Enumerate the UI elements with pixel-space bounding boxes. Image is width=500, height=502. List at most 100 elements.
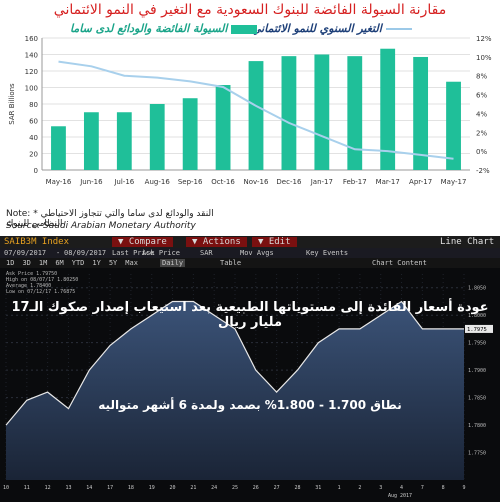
timeframe-1d[interactable]: 1D (6, 259, 15, 267)
date-from[interactable]: 07/09/2017 (4, 249, 47, 257)
y-tick-label: 100 (25, 85, 38, 93)
liquidity-chart-svg: 0 20 40 60 80 100 120 140 160 -2% 0% 2% 4% 6% 8% 10% 12%… (8, 35, 492, 186)
y2-tick-label: 8% (476, 73, 487, 81)
bar (314, 54, 330, 170)
chart-headline: عودة أسعار الفائدة إلى مستوياتها الطبيعي… (11, 300, 489, 330)
terminal-filters: 07/09/2017 - 08/09/2017 Last Price Ask P… (0, 248, 500, 258)
x-tick-label: Mar-17 (376, 178, 400, 186)
x-tick-label: 2 (358, 485, 361, 491)
timeframe-3d[interactable]: 3D (22, 259, 31, 267)
date-to[interactable]: 08/09/2017 (64, 249, 107, 257)
legend-bar: السيولة الفائضة والودائع لدى ساما (70, 22, 258, 35)
chart-source: Source: Saudi Arabian Monetary Authority (6, 221, 196, 231)
y-tick-label: 0 (34, 167, 38, 175)
y-tick-label: 1.7800 (468, 423, 486, 429)
mini-legend-item: Low on 07/12/17 1.76875 (6, 289, 76, 295)
y-tick-label: 1.7950 (468, 341, 486, 347)
rate-chart-svg: 1.7750 1.7800 1.7850 1.7900 1.7950 1.8000 1.80… (3, 274, 493, 499)
x-tick-label: 14 (86, 485, 92, 491)
x-tick-label: 21 (190, 485, 196, 491)
credit-growth-line (58, 60, 454, 160)
line-chart-label[interactable]: Line Chart (440, 237, 495, 247)
mini-legend-item: High on 08/07/17 1.80250 (6, 277, 79, 283)
x-tick-label: 10 (3, 485, 9, 491)
mini-legend: Ask Price 1.79750 High on 08/07/17 1.8025… (6, 271, 78, 295)
x-tick-label: 13 (65, 485, 71, 491)
bar (347, 56, 363, 170)
y-tick-label: 80 (29, 101, 38, 109)
legend-bar-swatch (231, 24, 258, 34)
sar-select[interactable]: SAR (200, 249, 213, 257)
x-tick-label: 1 (338, 485, 341, 491)
chart-note: Note: * النقد والودائع لدى ساما والتي تت… (6, 209, 214, 229)
x-tick-label: Dec-16 (276, 178, 302, 186)
daily-select[interactable]: Daily (160, 259, 186, 267)
y2-tick-label: -2% (476, 167, 490, 175)
ticker-label[interactable]: SAIB3M Index (4, 237, 70, 247)
x-tick-label: Oct-16 (211, 178, 235, 186)
mini-legend-item: Average 1.78400 (6, 283, 52, 289)
x-tick-label: May-17 (441, 178, 467, 186)
bar (182, 98, 198, 170)
last-value-label: 1.7975 (467, 327, 487, 333)
timeframe-1y[interactable]: 1Y (92, 259, 101, 267)
y-tick-label: 140 (25, 52, 38, 60)
y2-tick-label: 6% (476, 92, 487, 100)
y2-tick-label: 12% (476, 35, 492, 43)
y-tick-label: 1.7850 (468, 396, 486, 402)
x-tick-label: 7 (421, 485, 424, 491)
legend-bar-label: السيولة الفائضة والودائع لدى ساما (70, 22, 228, 35)
timeframe-1m[interactable]: 1M (38, 259, 48, 267)
x-tick-label: 17 (107, 485, 113, 491)
bar (83, 112, 99, 170)
rate-area (6, 301, 464, 480)
x-tick-label: 11 (24, 485, 30, 491)
x-tick-label: Jun-16 (79, 178, 103, 186)
liquidity-chart-panel: مقارنة السيولة الفائضة للبنوك السعودية م… (0, 0, 500, 236)
bar (413, 56, 429, 170)
y-tick-label: 1.7750 (468, 451, 486, 457)
bar (446, 81, 461, 170)
x-tick-label: 20 (170, 485, 176, 491)
y-tick-label: 1.7900 (468, 368, 486, 374)
x-tick-label: 24 (211, 485, 217, 491)
bar (51, 126, 66, 170)
month-label: Aug 2017 (388, 493, 412, 499)
edit-button[interactable]: ▼ Edit (252, 237, 297, 247)
x-tick-label: Feb-17 (343, 178, 367, 186)
y-tick-label: 40 (29, 134, 38, 142)
timeframe-bar: 1D 3D 1M 6M YTD 1Y 5Y Max Daily Table Chart Con… (0, 258, 500, 268)
bar (215, 85, 231, 170)
x-tick-label: Nov-16 (244, 178, 269, 186)
x-tick-label: 25 (232, 485, 238, 491)
y-tick-label: 60 (29, 118, 38, 126)
table-button[interactable]: Table (220, 259, 242, 267)
legend-line-label: التغير السنوي للنمو الائتماني (252, 22, 382, 35)
y-axis-label: SAR Billions (8, 83, 16, 125)
key-events-toggle[interactable]: Key Events (306, 249, 349, 257)
mov-avgs-toggle[interactable]: Mov Avgs (240, 249, 274, 257)
timeframe-6m[interactable]: 6M (55, 259, 64, 267)
ask-price-select[interactable]: Ask Price (142, 249, 180, 257)
x-tick-label: 3 (379, 485, 382, 491)
mini-legend-item: Ask Price 1.79750 (6, 271, 58, 277)
compare-button[interactable]: ▼ Compare (112, 237, 173, 247)
timeframe-5y[interactable]: 5Y (108, 259, 118, 267)
rate-line (5, 300, 464, 426)
x-tick-label: 26 (253, 485, 259, 491)
bar (149, 104, 165, 170)
chart-content-button[interactable]: Chart Content (372, 259, 427, 267)
chart-title: مقارنة السيولة الفائضة للبنوك السعودية م… (53, 2, 447, 18)
bar (380, 48, 396, 170)
x-tick-label: May-16 (46, 178, 72, 186)
legend-line-swatch (385, 28, 412, 30)
timeframe-max[interactable]: Max (125, 259, 138, 267)
last-price-label[interactable]: Last Price (112, 249, 155, 257)
x-tick-label: Sep-16 (178, 178, 203, 186)
actions-button[interactable]: ▼ Actions (186, 237, 247, 247)
timeframe-ytd[interactable]: YTD (71, 259, 85, 267)
bar (248, 61, 264, 170)
x-tick-label: 12 (45, 485, 51, 491)
x-tick-label: 19 (149, 485, 155, 491)
x-tick-label: Apr-17 (409, 178, 432, 186)
